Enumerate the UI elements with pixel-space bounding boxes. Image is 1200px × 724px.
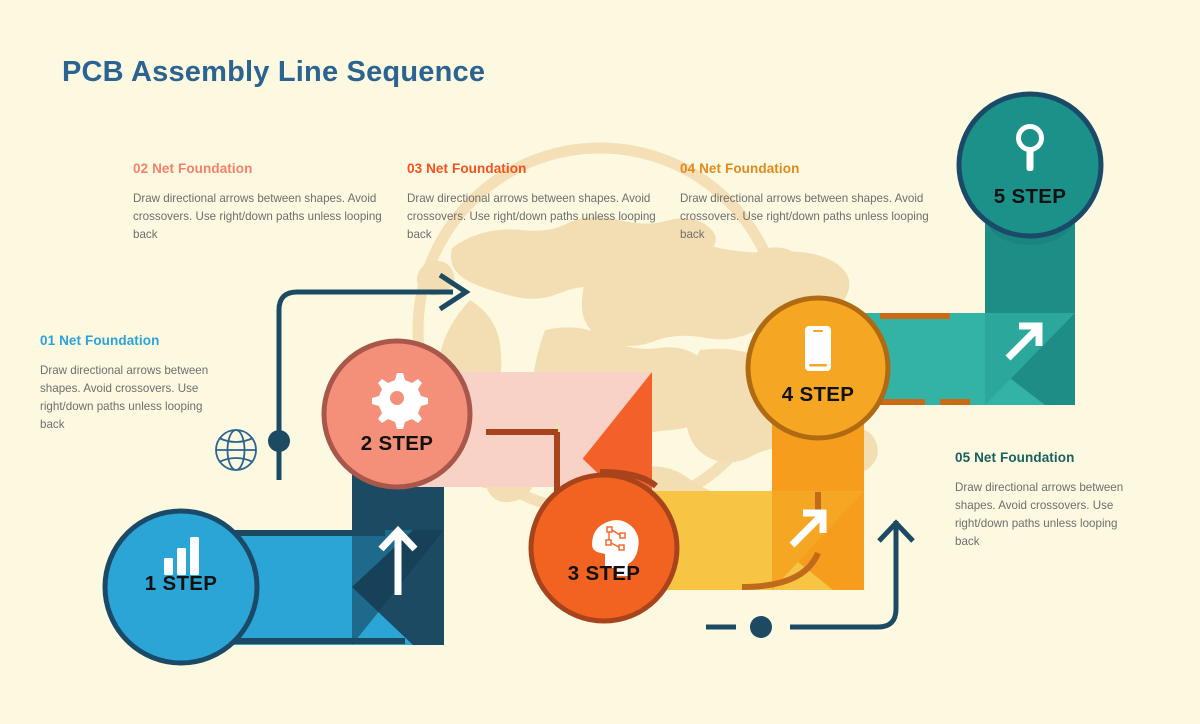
step-circle-5[interactable]: [956, 91, 1104, 239]
up-arrow-icon: [378, 525, 418, 595]
bar-chart-icon: [164, 537, 199, 575]
step-label-2: 2 STEP: [360, 432, 434, 455]
info-block-04: 04 Net Foundation Draw directional arrow…: [680, 161, 930, 244]
step-circle-3[interactable]: [528, 472, 680, 624]
step-circle-4[interactable]: [745, 295, 891, 441]
info-heading-03: 03 Net Foundation: [407, 161, 527, 176]
smartphone-icon: [803, 324, 833, 373]
diagonal-up-right-arrow-icon: [1005, 322, 1043, 361]
step-circle-1[interactable]: [102, 508, 260, 666]
step-label-4: 4 STEP: [781, 383, 855, 406]
diagonal-up-right-arrow-icon: [789, 509, 827, 548]
info-heading-02: 02 Net Foundation: [133, 161, 253, 176]
connector-elbow-arrow-bottom-right: [706, 519, 915, 638]
gear-icon: [372, 373, 428, 429]
info-block-05: 05 Net Foundation Draw directional arrow…: [955, 450, 1140, 551]
info-block-01: 01 Net Foundation Draw directional arrow…: [40, 333, 225, 434]
info-heading-05: 05 Net Foundation: [955, 450, 1075, 465]
info-body-02: Draw directional arrows between shapes. …: [133, 192, 382, 241]
node-dot: [268, 430, 290, 452]
ai-head-icon: [592, 519, 639, 576]
step-circle-2[interactable]: [321, 338, 473, 490]
step-label-1: 1 STEP: [144, 572, 218, 595]
connector-elbow-arrow-top-left: [268, 272, 471, 480]
info-block-02: 02 Net Foundation Draw directional arrow…: [133, 161, 388, 244]
info-body-01: Draw directional arrows between shapes. …: [40, 364, 209, 431]
info-heading-01: 01 Net Foundation: [40, 333, 160, 348]
info-body-03: Draw directional arrows between shapes. …: [407, 192, 656, 241]
node-dot: [750, 616, 772, 638]
step-label-3: 3 STEP: [567, 562, 641, 585]
step-label-5: 5 STEP: [993, 185, 1067, 208]
page-title: PCB Assembly Line Sequence: [62, 56, 486, 88]
info-body-04: Draw directional arrows between shapes. …: [680, 192, 929, 241]
info-heading-04: 04 Net Foundation: [680, 161, 800, 176]
globe-icon: [215, 429, 257, 471]
magnifier-icon: [1016, 124, 1044, 171]
info-body-05: Draw directional arrows between shapes. …: [955, 481, 1124, 548]
info-block-03: 03 Net Foundation Draw directional arrow…: [407, 161, 662, 244]
